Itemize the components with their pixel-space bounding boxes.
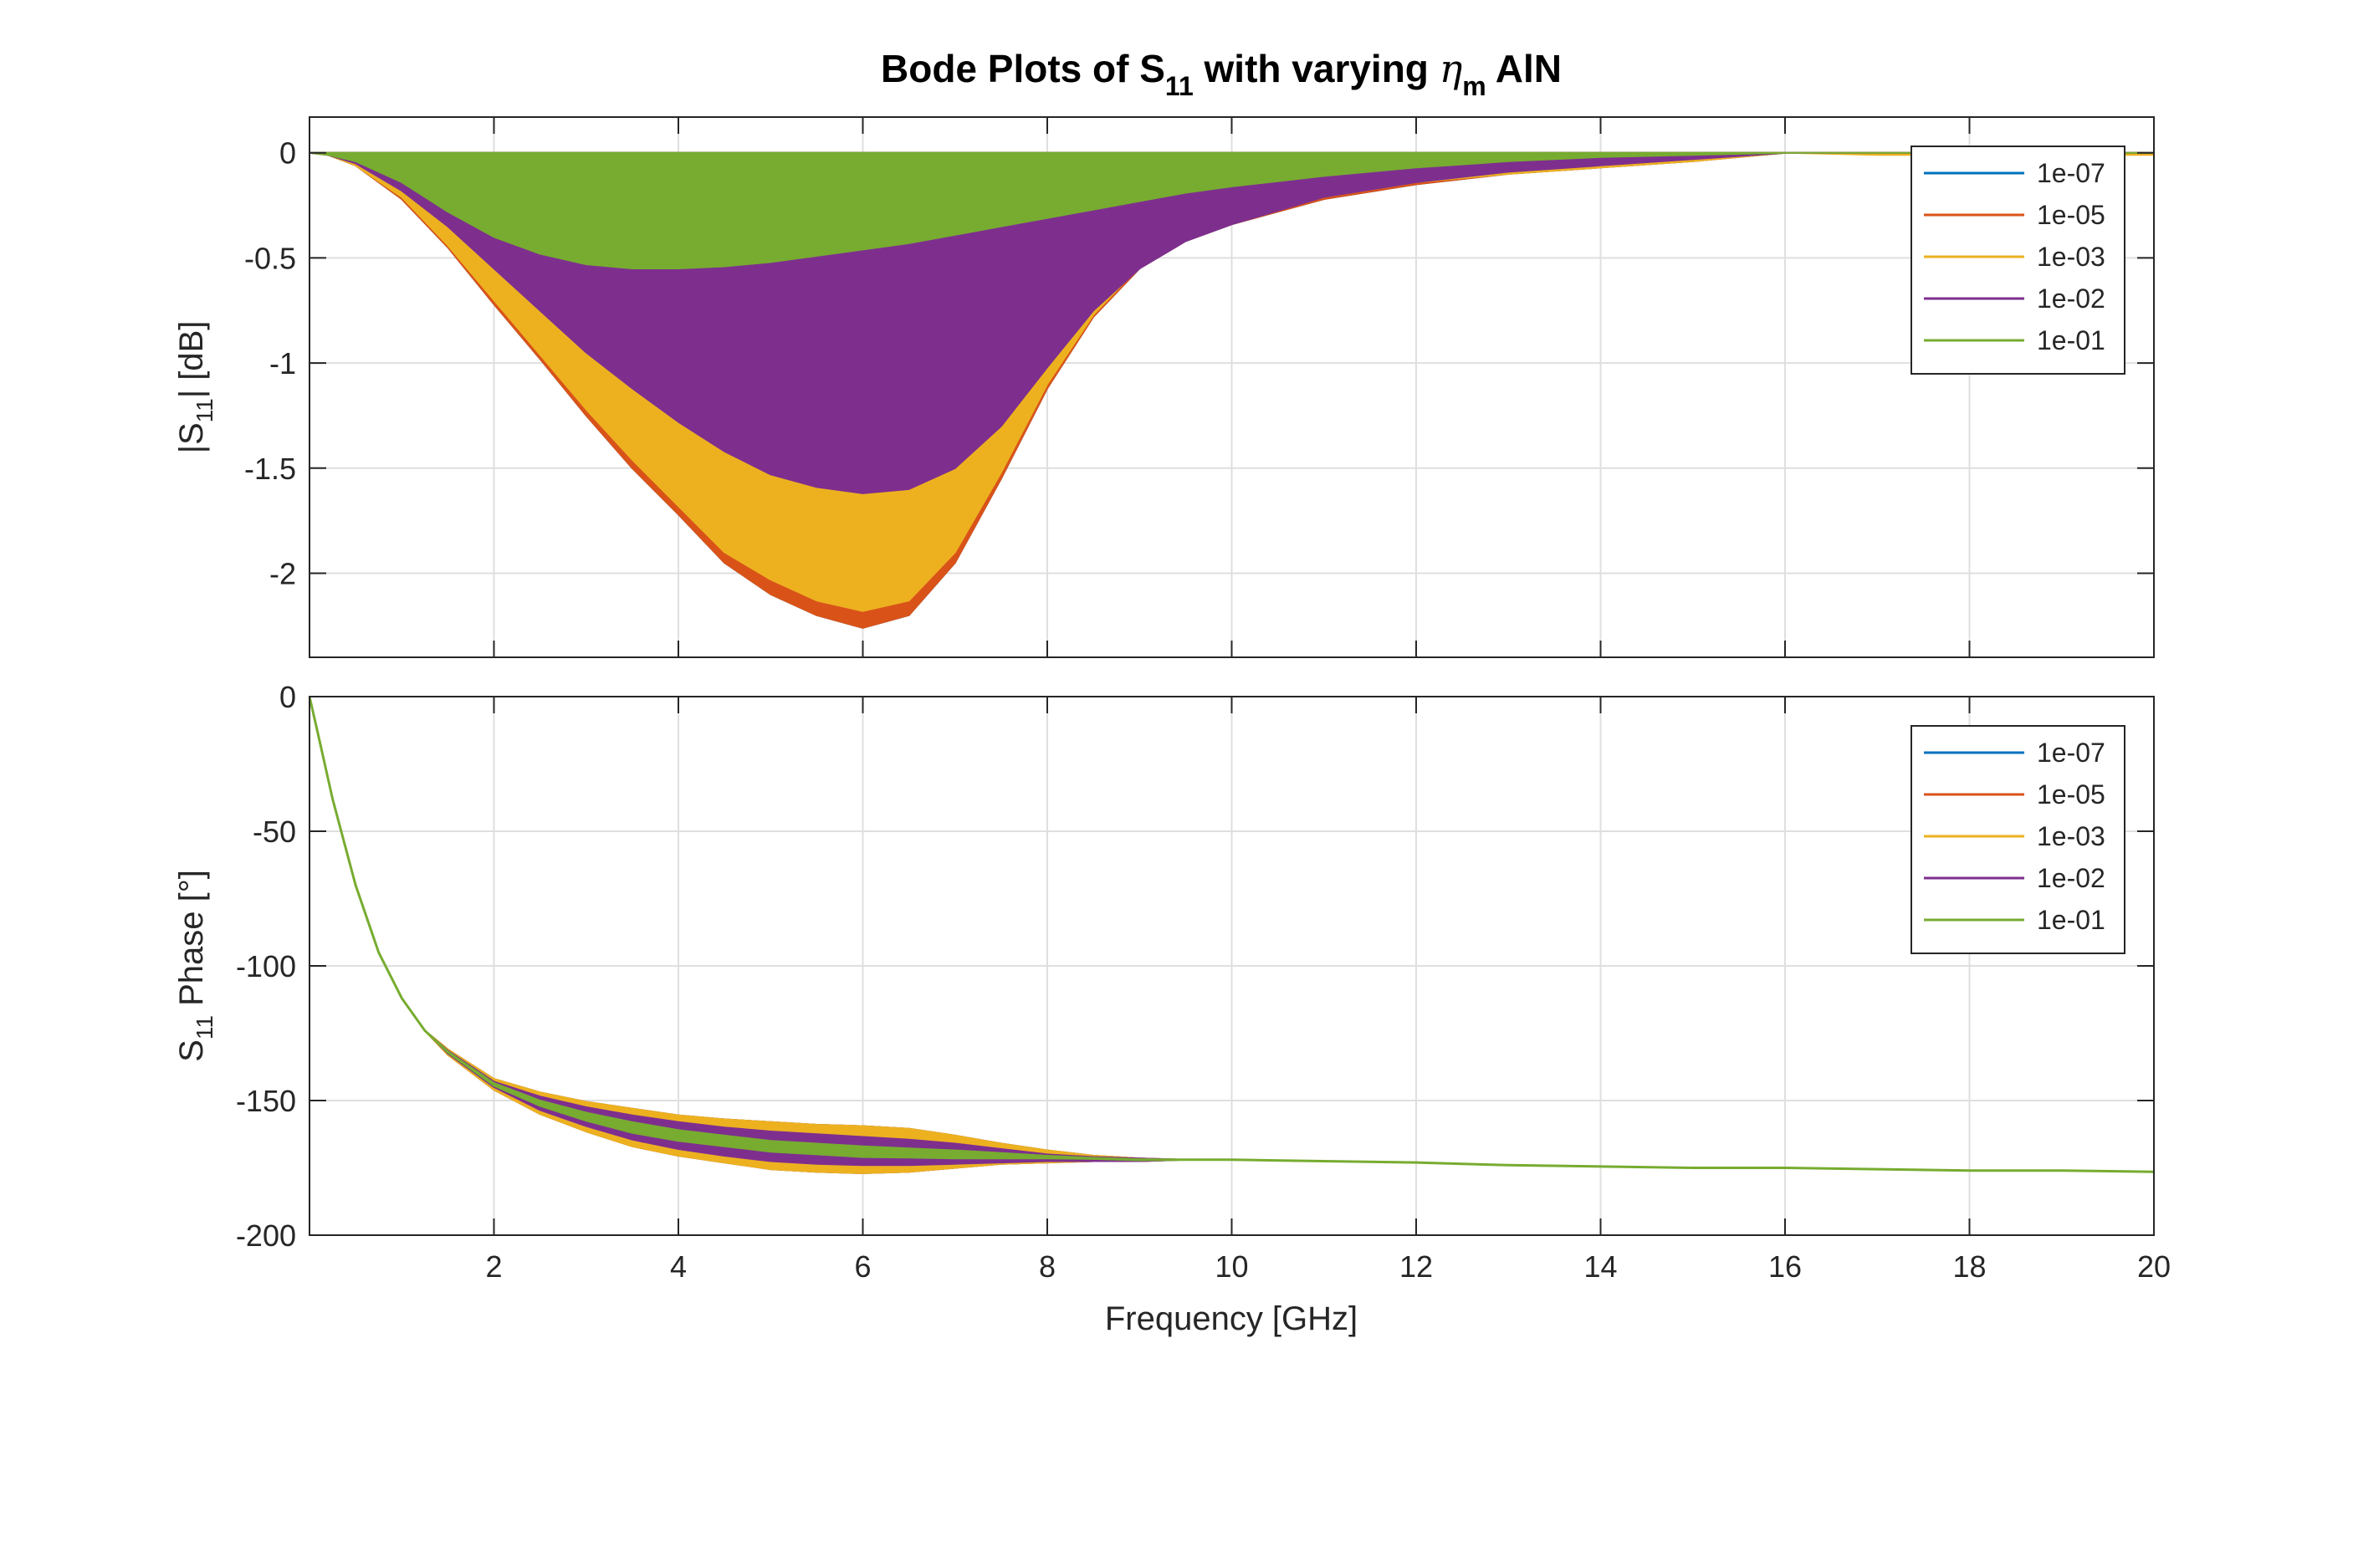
magnitude-series	[309, 151, 2154, 629]
x-tick-label: 2	[485, 1249, 502, 1284]
y-tick-label: 0	[279, 136, 296, 171]
x-tick-label: 20	[2137, 1249, 2171, 1284]
series-band-1e-03	[309, 697, 2154, 1174]
legend-entry-label: 1e-02	[2037, 283, 2105, 314]
phase-panel: 2 4 6 8 10 12 14 16 18 20 0 -50 -100 -150 -200 S11 Pha…	[173, 680, 2171, 1337]
phase-legend: 1e-07 1e-05 1e-03 1e-02 1e-01	[1911, 725, 2125, 954]
legend-entry-label: 1e-03	[2037, 821, 2105, 851]
phase-y-axis-label: S11 Phase [°]	[173, 870, 217, 1062]
legend-entry-label: 1e-07	[2037, 158, 2105, 188]
legend-entry-label: 1e-05	[2037, 200, 2105, 230]
x-tick-label: 6	[854, 1249, 871, 1284]
y-tick-label: -1.5	[244, 452, 296, 486]
legend-entry-label: 1e-02	[2037, 863, 2105, 893]
y-tick-label: -0.5	[244, 241, 296, 275]
x-tick-label: 4	[670, 1249, 687, 1284]
magnitude-y-axis-label: |S11| [dB]	[173, 321, 217, 454]
y-tick-label: -50	[253, 815, 296, 849]
magnitude-legend: 1e-07 1e-05 1e-03 1e-02 1e-01	[1911, 146, 2125, 375]
series-band-1e-01	[309, 151, 2154, 269]
legend-entry-label: 1e-07	[2037, 738, 2105, 768]
series-band-1e-02	[309, 697, 2154, 1173]
x-tick-label: 18	[1952, 1249, 1986, 1284]
x-tick-label: 10	[1215, 1249, 1248, 1284]
y-tick-label: -100	[236, 949, 296, 983]
y-tick-label: -1	[269, 346, 296, 381]
phase-x-axis-label: Frequency [GHz]	[1105, 1300, 1358, 1337]
x-tick-label: 8	[1039, 1249, 1056, 1284]
legend-box	[1911, 146, 2125, 375]
magnitude-panel: 0 -0.5 -1 -1.5 -2 |S11| [dB] 1e-07 1e-05 1e-03…	[173, 116, 2155, 658]
series-band-1e-01	[309, 697, 2154, 1173]
y-tick-label: -150	[236, 1084, 296, 1118]
magnitude-ticks: 0 -0.5 -1 -1.5 -2	[244, 117, 2155, 657]
phase-series	[309, 697, 2154, 1174]
y-tick-label: -2	[269, 556, 296, 590]
x-tick-label: 12	[1399, 1249, 1433, 1284]
phase-center-line	[309, 697, 2154, 1173]
y-tick-label: -200	[236, 1218, 296, 1253]
legend-entry-label: 1e-05	[2037, 779, 2105, 810]
legend-box	[1911, 725, 2125, 954]
y-tick-label: 0	[279, 680, 296, 714]
phase-ticks: 2 4 6 8 10 12 14 16 18 20 0 -50 -100 -150 -200	[236, 680, 2171, 1284]
legend-entry-label: 1e-01	[2037, 905, 2105, 935]
figure-title: Bode Plots of S11 with varying ηm AlN	[881, 46, 1562, 101]
legend-entry-label: 1e-01	[2037, 325, 2105, 355]
x-tick-label: 14	[1583, 1249, 1617, 1284]
x-tick-label: 16	[1768, 1249, 1802, 1284]
legend-entry-label: 1e-03	[2037, 242, 2105, 272]
